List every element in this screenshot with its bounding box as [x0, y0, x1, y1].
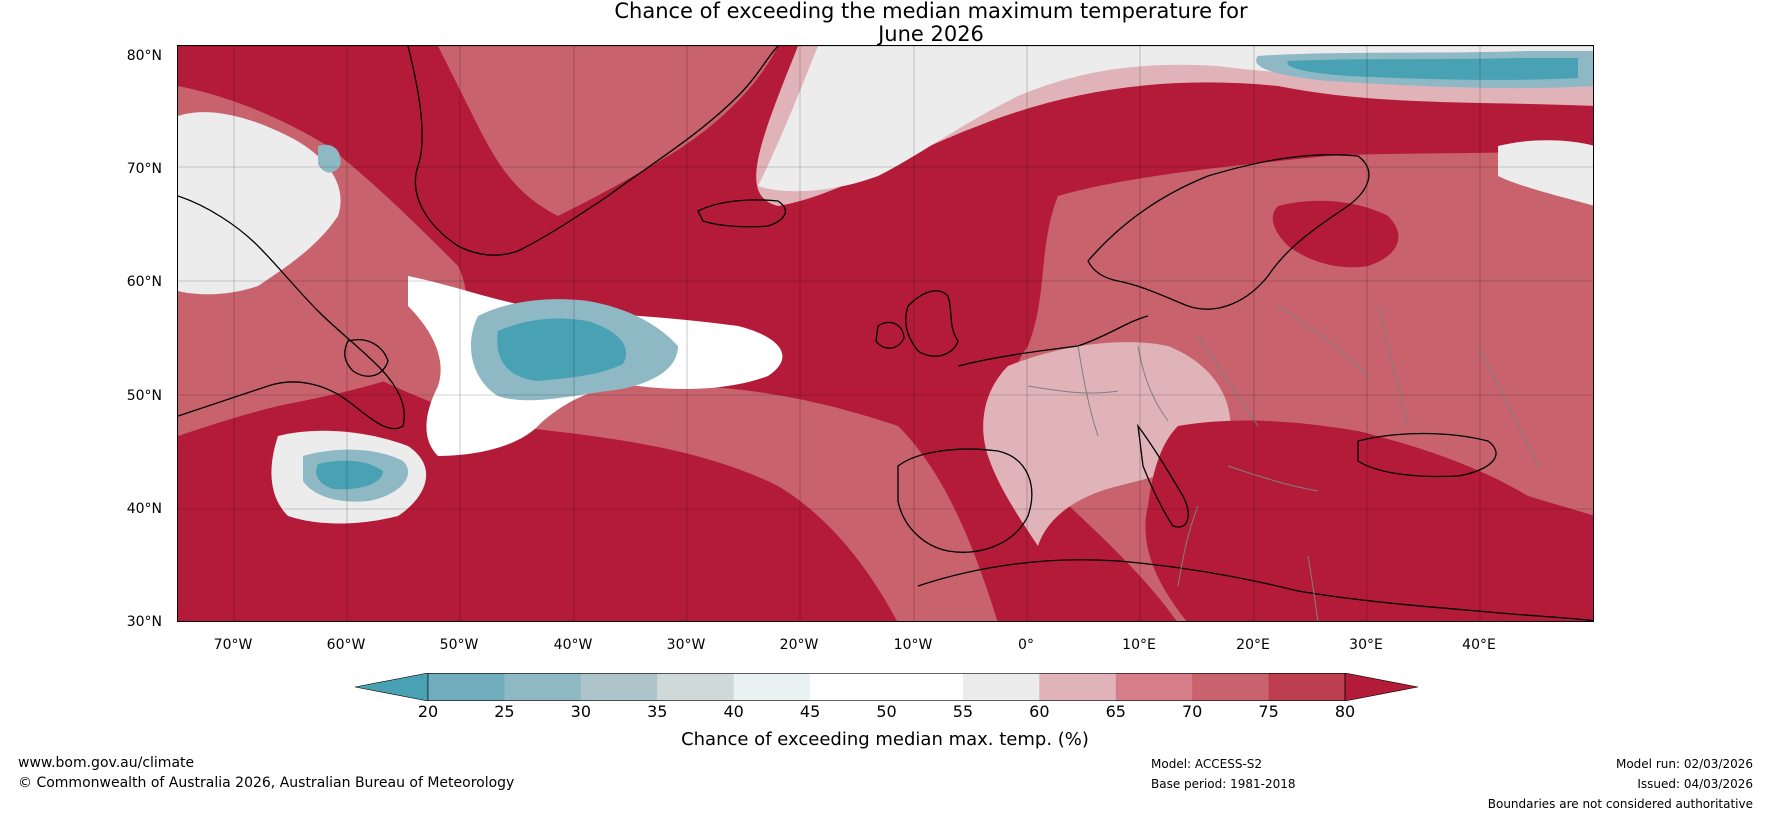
lon-label-0: 0°	[1018, 637, 1034, 653]
region-white-arctic-band	[758, 46, 1593, 192]
colorbar-tick-label: 75	[1258, 702, 1279, 721]
colorbar-cell	[810, 673, 887, 701]
title-line-2: June 2026	[878, 22, 984, 46]
coastline-italy	[1137, 423, 1189, 528]
colorbar-tick-label: 65	[1105, 702, 1126, 721]
colorbar-tick-label: 50	[876, 702, 897, 721]
colorbar-cells	[355, 673, 1418, 701]
colorbar-tick-label: 25	[494, 702, 515, 721]
footer-disclaimer: Boundaries are not considered authoritat…	[1487, 797, 1753, 811]
lat-label-50n: 50°N	[126, 388, 162, 404]
colorbar-tick-label: 70	[1181, 702, 1203, 721]
colorbar-outline	[427, 673, 1346, 701]
country-borders	[1027, 305, 1539, 621]
lon-label-60w: 60°W	[326, 637, 366, 653]
colorbar-cell	[504, 673, 582, 701]
colorbar-cell	[733, 673, 811, 701]
lon-label-20w: 20°W	[779, 637, 819, 653]
colorbar-cell	[580, 673, 658, 701]
lon-label-40w: 40°W	[553, 637, 593, 653]
lon-label-70w: 70°W	[213, 637, 253, 653]
colorbar-cell	[1192, 673, 1270, 701]
coastlines	[178, 46, 1593, 621]
title-line-1: Chance of exceeding the median maximum t…	[614, 0, 1248, 23]
lon-label-40e: 40°E	[1462, 637, 1496, 653]
coastline-labrador	[178, 195, 405, 430]
colorbar-extend-low	[355, 673, 429, 701]
lat-label-80n: 80°N	[126, 48, 162, 64]
region-white-baffin	[178, 112, 341, 295]
region-pink-europe-west	[983, 342, 1231, 546]
coastline-scandinavia	[1087, 154, 1370, 310]
footer-model: Model: ACCESS-S2	[1151, 757, 1263, 771]
colorbar-label: Chance of exceeding median max. temp. (%…	[681, 729, 1089, 750]
colorbar-cell	[428, 673, 505, 701]
colorbar-cell	[886, 673, 964, 701]
lat-label-40n: 40°N	[126, 501, 162, 517]
region-blue-baffin	[318, 144, 341, 173]
coastline-british-isles	[905, 290, 959, 357]
footer-copyright: © Commonwealth of Australia 2026, Austra…	[18, 775, 515, 791]
colorbar-tick-label: 35	[647, 702, 668, 721]
lon-label-10w: 10°W	[893, 637, 933, 653]
colorbar-tick-label: 40	[723, 702, 744, 721]
coastline-greenland	[407, 46, 779, 256]
coastline-north-africa	[917, 559, 1593, 621]
region-dark-red-scandinavia	[1272, 200, 1399, 268]
lon-label-30e: 30°E	[1349, 637, 1383, 653]
colorbar-tick-label: 60	[1029, 702, 1050, 721]
colorbar-cell	[657, 673, 735, 701]
region-white-east-arctic	[1498, 140, 1593, 206]
coastline-newfoundland	[344, 339, 389, 377]
footer-website: www.bom.gov.au/climate	[18, 755, 195, 771]
lon-label-20e: 20°E	[1236, 637, 1270, 653]
footer-issued: Issued: 04/03/2026	[1637, 777, 1753, 791]
coastline-black-sea	[1357, 432, 1497, 478]
colorbar-tick-label: 55	[952, 702, 974, 721]
coastline-iceland	[697, 199, 787, 228]
colorbar	[355, 673, 1418, 701]
region-light-red-greenland	[438, 46, 778, 216]
footer-base-period: Base period: 1981-2018	[1151, 777, 1296, 791]
coastline-iberia	[897, 448, 1033, 553]
region-light-red-atlantic-south	[178, 173, 998, 621]
region-dark-red-mediterranean	[1145, 420, 1593, 621]
colorbar-tick-label: 30	[570, 702, 591, 721]
colorbar-tick-label: 20	[417, 702, 439, 721]
map-canvas	[178, 46, 1593, 621]
graticule	[178, 46, 1593, 621]
chart-title: Chance of exceeding the median maximum t…	[0, 0, 1770, 46]
lon-label-50w: 50°W	[439, 637, 479, 653]
region-blue-barents-core	[1287, 58, 1578, 80]
lat-label-60n: 60°N	[126, 274, 162, 290]
lat-label-30n: 30°N	[126, 614, 162, 630]
footer-model-run: Model run: 02/03/2026	[1615, 757, 1753, 771]
coastline-france-channel	[957, 315, 1149, 367]
lon-label-10e: 10°E	[1122, 637, 1156, 653]
colorbar-cell	[962, 673, 1040, 701]
colorbar-cell	[1268, 673, 1346, 701]
region-blue-north-atlantic-core	[497, 318, 627, 381]
forecast-map	[177, 45, 1594, 622]
lon-label-30w: 30°W	[666, 637, 706, 653]
colorbar-extend-high	[1344, 673, 1418, 701]
coastline-ireland	[875, 321, 905, 349]
colorbar-cell	[1115, 673, 1193, 701]
lat-label-70n: 70°N	[126, 161, 162, 177]
colorbar-tick-label: 80	[1334, 702, 1356, 721]
region-blue-south-west-core	[316, 460, 383, 490]
colorbar-cell	[1039, 673, 1117, 701]
colorbar-tick-label: 45	[799, 702, 821, 721]
